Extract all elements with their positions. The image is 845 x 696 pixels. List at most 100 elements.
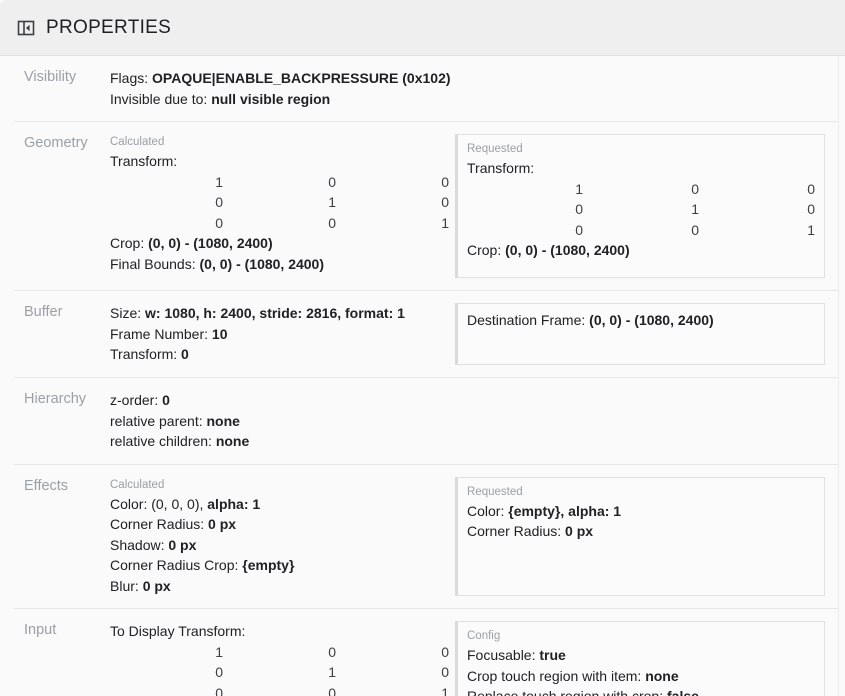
- effects-requested: Requested Color: {empty}, alpha: 1 Corne…: [455, 476, 825, 596]
- section-label-effects: Effects: [24, 477, 69, 494]
- matrix-cell: 0: [441, 643, 449, 660]
- matrix-cell: 1: [328, 194, 336, 210]
- z-order-label: z-order:: [110, 392, 159, 408]
- replace-touch-region-line: Replace touch region with crop: false: [467, 686, 816, 696]
- z-order-value: 0: [162, 392, 170, 408]
- effects-corner-radius-label: Corner Radius:: [110, 516, 205, 532]
- effects-shadow-value: 0 px: [168, 536, 197, 553]
- effects-blur-value: 0 px: [142, 577, 171, 594]
- section-label-hierarchy: Hierarchy: [24, 391, 87, 407]
- matrix-cell: 1: [807, 221, 815, 238]
- buffer-transform-label: Transform:: [110, 346, 178, 362]
- page-title: PROPERTIES: [46, 17, 172, 38]
- flags-line: Flags: OPAQUE|ENABLE_BACKPRESSURE (0x102…: [110, 68, 816, 89]
- frame-number-line: Frame Number: 10: [110, 324, 449, 345]
- effects-shadow-label: Shadow:: [110, 536, 165, 553]
- frame-number-value: 10: [211, 325, 228, 342]
- matrix-cell: 0: [575, 221, 583, 238]
- requested-label: Requested: [467, 143, 523, 155]
- geometry-requested-box: Requested Transform: 1 0 0 0 1 0: [455, 134, 825, 278]
- invisible-due-to-value: null visible region: [211, 90, 331, 107]
- buffer-size-line: Size: w: 1080, h: 2400, stride: 2816, fo…: [110, 303, 449, 324]
- section-label-geometry: Geometry: [24, 135, 88, 151]
- matrix-row: 1 0 0: [110, 642, 449, 663]
- invisible-due-to-label: Invisible due to:: [110, 90, 208, 107]
- geometry-requested-matrix: 1 0 0 0 1 0 0 0: [467, 179, 815, 241]
- input-calculated: To Display Transform: 1 0 0 0 1 0: [110, 621, 455, 696]
- matrix-cell: 0: [328, 214, 336, 231]
- section-buffer: Buffer Size: w: 1080, h: 2400, stride: 2…: [14, 290, 838, 377]
- effects-corner-radius-crop-value: {empty}: [242, 557, 295, 573]
- buffer-calculated: Size: w: 1080, h: 2400, stride: 2816, fo…: [110, 303, 455, 365]
- effects-corner-radius-label: Corner Radius:: [467, 523, 562, 539]
- effects-calculated: Calculated Color: (0, 0, 0), alpha: 1 Co…: [110, 477, 455, 597]
- matrix-cell: 1: [575, 180, 583, 197]
- relative-children-label: relative children:: [110, 433, 212, 449]
- matrix-row: 0 0 1: [110, 683, 449, 696]
- matrix-cell: 0: [328, 643, 336, 660]
- matrix-cell: 0: [807, 201, 815, 217]
- section-hierarchy: Hierarchy z-order: 0 relative parent: no…: [14, 377, 838, 464]
- matrix-cell: 0: [215, 664, 223, 680]
- buffer-size-value: w: 1080, h: 2400, stride: 2816, format: …: [145, 305, 405, 321]
- calculated-label: Calculated: [110, 136, 165, 148]
- final-bounds-line: Final Bounds: (0, 0) - (1080, 2400): [110, 254, 449, 275]
- relative-parent-value: none: [206, 412, 240, 429]
- effects-corner-radius-value: 0 px: [208, 516, 237, 532]
- effects-color-line: Color: {empty}, alpha: 1: [467, 501, 816, 522]
- focusable-line: Focusable: true: [467, 645, 816, 666]
- effects-blur-line: Blur: 0 px: [110, 576, 449, 597]
- focusable-label: Focusable:: [467, 647, 536, 663]
- input-config: Config Focusable: true Crop touch region…: [455, 621, 825, 696]
- input-config-box: Config Focusable: true Crop touch region…: [455, 621, 825, 696]
- matrix-row: 0 1 0: [110, 662, 449, 683]
- frame-number-label: Frame Number:: [110, 325, 209, 342]
- config-label: Config: [467, 630, 501, 642]
- section-effects: Effects Calculated Color: (0, 0, 0), alp…: [14, 463, 838, 609]
- relative-parent-line: relative parent: none: [110, 411, 816, 432]
- matrix-row: 0 1 0: [110, 192, 449, 213]
- effects-color-alpha-value: 1: [252, 495, 261, 512]
- crop-value: (0, 0) - (1080, 2400): [148, 235, 273, 251]
- section-label-visibility: Visibility: [24, 69, 77, 85]
- final-bounds-value: (0, 0) - (1080, 2400): [199, 255, 325, 272]
- replace-touch-region-label: Replace touch region with crop:: [467, 688, 664, 696]
- matrix-cell: 0: [575, 201, 583, 217]
- properties-header: PROPERTIES: [0, 0, 845, 56]
- matrix-cell: 0: [215, 684, 223, 696]
- matrix-cell: 0: [328, 173, 336, 190]
- effects-color-alpha-label: , alpha:: [560, 502, 610, 519]
- buffer-size-label: Size:: [110, 305, 142, 321]
- calculated-label: Calculated: [110, 478, 165, 491]
- effects-requested-box: Requested Color: {empty}, alpha: 1 Corne…: [455, 476, 825, 596]
- invisible-due-to-line: Invisible due to: null visible region: [110, 89, 816, 110]
- scrollbar-thumb[interactable]: [840, 56, 845, 316]
- crop-touch-region-value: none: [645, 667, 679, 684]
- requested-label: Requested: [467, 485, 523, 498]
- matrix-cell: 1: [215, 643, 223, 660]
- section-label-input: Input: [24, 622, 57, 638]
- matrix-row: 0 0 1: [467, 220, 815, 241]
- replace-touch-region-value: false: [667, 688, 699, 696]
- z-order-line: z-order: 0: [110, 390, 816, 411]
- vertical-scrollbar[interactable]: [838, 56, 845, 696]
- effects-color-alpha-label: alpha:: [207, 495, 249, 512]
- crop-line: Crop: (0, 0) - (1080, 2400): [110, 233, 449, 254]
- matrix-row: 0 1 0: [467, 199, 815, 220]
- matrix-row: 1 0 0: [467, 179, 815, 200]
- effects-shadow-line: Shadow: 0 px: [110, 535, 449, 556]
- destination-frame-label: Destination Frame:: [467, 312, 586, 328]
- relative-children-value: none: [215, 433, 250, 449]
- effects-corner-radius-line: Corner Radius: 0 px: [110, 514, 449, 535]
- matrix-cell: 0: [215, 214, 223, 231]
- matrix-cell: 1: [441, 214, 449, 231]
- crop-touch-region-label: Crop touch region with item:: [467, 667, 642, 684]
- buffer-transform-line: Transform: 0: [110, 344, 449, 365]
- effects-blur-label: Blur:: [110, 577, 139, 594]
- geometry-calculated-matrix: 1 0 0 0 1 0 0 0 1: [110, 172, 449, 234]
- crop-touch-region-line: Crop touch region with item: none: [467, 666, 816, 687]
- visibility-content: Flags: OPAQUE|ENABLE_BACKPRESSURE (0x102…: [110, 68, 822, 109]
- collapse-panel-icon[interactable]: [16, 18, 36, 38]
- matrix-cell: 1: [328, 664, 336, 680]
- matrix-cell: 1: [215, 173, 223, 190]
